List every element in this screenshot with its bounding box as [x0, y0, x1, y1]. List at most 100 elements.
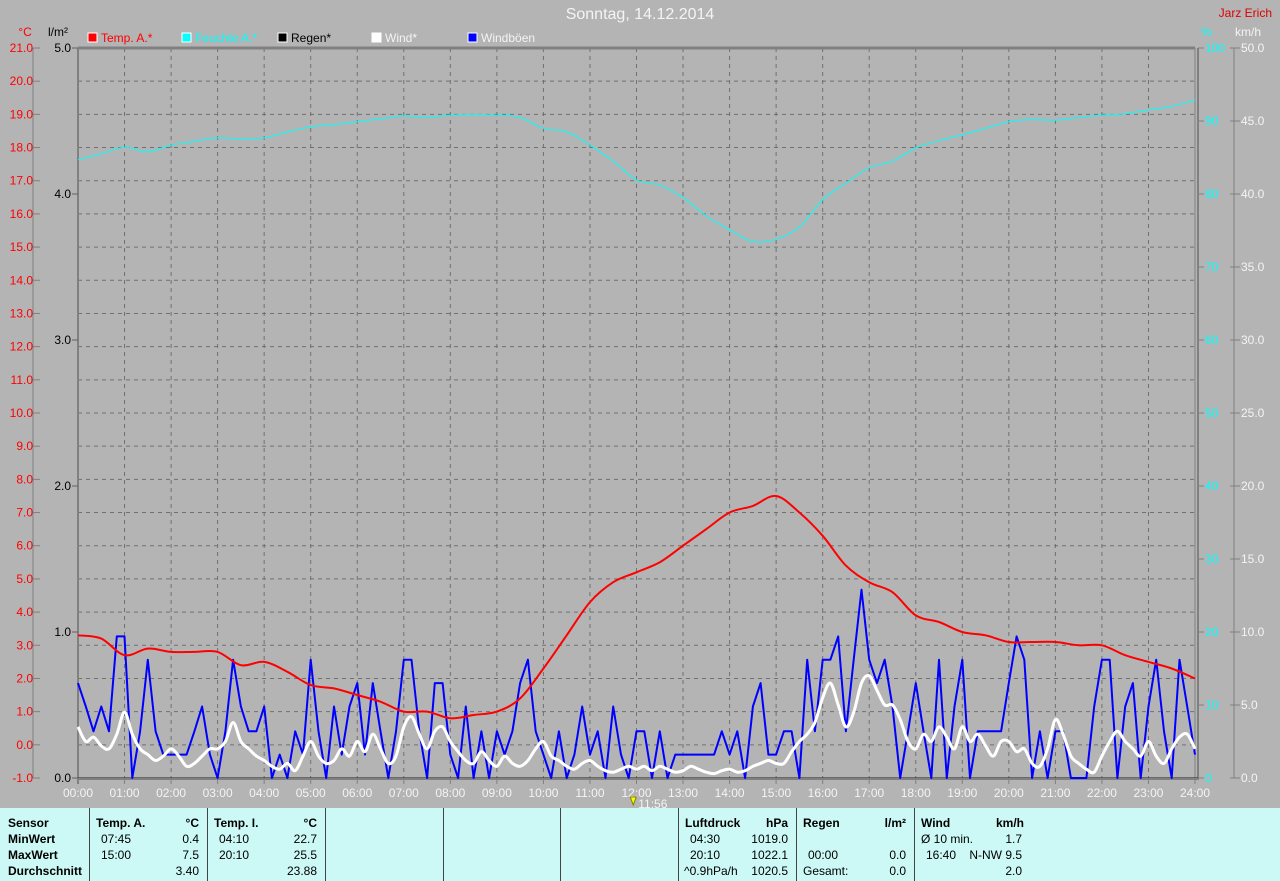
- max-value: 1022.1: [751, 848, 788, 862]
- x-tick-label: 00:00: [63, 786, 93, 800]
- humidity-tick-label: 50: [1205, 406, 1219, 420]
- rain-axis-unit: l/m²: [48, 25, 68, 39]
- legend-swatch: [467, 32, 478, 43]
- humidity-axis-unit: %: [1201, 25, 1212, 39]
- series-line-gust: [77, 588, 1196, 779]
- temp-tick-label: 1.0: [16, 705, 33, 719]
- rain-tick-label: 1.0: [54, 625, 71, 639]
- series-line-humidity: [77, 99, 1196, 243]
- weather-chart: 00:00 01:00 02:00 03:00 04:00 05:00 06:00 07:00…: [10, 25, 1265, 808]
- max-value: N-NW 9.5: [969, 848, 1022, 862]
- x-tick-label: 21:00: [1040, 786, 1070, 800]
- temp-tick-label: 8.0: [16, 472, 33, 486]
- grid: [78, 47, 1195, 779]
- header: Regen: [803, 816, 840, 830]
- temp-tick-label: 0.0: [16, 738, 33, 752]
- min-value: 0.4: [182, 832, 199, 846]
- mean-value: 2.0: [1005, 864, 1022, 878]
- header: Temp. I.: [214, 816, 259, 830]
- wind-tick-label: 30.0: [1241, 333, 1265, 347]
- temp-tick-label: 14.0: [10, 273, 34, 287]
- x-tick-label: 22:00: [1087, 786, 1117, 800]
- temp-tick-label: 9.0: [16, 439, 33, 453]
- total-label: Gesamt:: [803, 864, 849, 878]
- x-tick-label: 01:00: [110, 786, 140, 800]
- wind-tick-label: 25.0: [1241, 406, 1265, 420]
- wind-tick-label: 5.0: [1241, 698, 1258, 712]
- avg-value: 1020.5: [751, 864, 788, 878]
- x-tick-label: 06:00: [342, 786, 372, 800]
- x-tick-label: 15:00: [761, 786, 791, 800]
- total-value: 0.0: [889, 864, 906, 878]
- temp-tick-label: 6.0: [16, 539, 33, 553]
- humidity-tick-label: 90: [1205, 114, 1219, 128]
- station-owner: Jarz Erich: [1218, 6, 1272, 20]
- series-line-wind: [76, 674, 1197, 776]
- temp-tick-label: 7.0: [16, 506, 33, 520]
- label-sensor: Sensor: [8, 816, 49, 830]
- avg-value: 1.7: [1005, 832, 1022, 846]
- x-tick-label: 11:00: [575, 786, 604, 800]
- x-tick-label: 14:00: [715, 786, 745, 800]
- wind-tick-label: 35.0: [1241, 260, 1265, 274]
- temp-tick-label: 3.0: [16, 638, 33, 652]
- unit: hPa: [765, 816, 788, 830]
- min-value: 22.7: [293, 832, 317, 846]
- temp-tick-label: 20.0: [10, 74, 34, 88]
- rain-time: 00:00: [808, 848, 839, 862]
- stats-temp-a: Temp. A. °C 07:45 0.4 15:00 7.5 3.40: [89, 808, 207, 881]
- avg-value: 23.88: [286, 864, 317, 878]
- humidity-tick-label: 30: [1205, 552, 1219, 566]
- x-tick-label: 02:00: [156, 786, 186, 800]
- legend-swatch: [87, 32, 98, 43]
- unit: °C: [185, 816, 199, 830]
- humidity-tick-label: 0: [1205, 771, 1212, 785]
- wind-tick-label: 20.0: [1241, 479, 1265, 493]
- max-time: 20:10: [219, 848, 250, 862]
- legend-swatch: [277, 32, 288, 43]
- legend-swatch: [181, 32, 192, 43]
- min-time: 07:45: [101, 832, 132, 846]
- stats-pressure: Luftdruck hPa 04:30 1019.0 20:10 1022.1 ^0.…: [678, 808, 796, 881]
- series-line-temp: [77, 494, 1196, 720]
- wind-tick-label: 10.0: [1241, 625, 1265, 639]
- x-tick-label: 13:00: [668, 786, 698, 800]
- rain-tick-label: 4.0: [54, 187, 71, 201]
- humidity-tick-label: 60: [1205, 333, 1219, 347]
- stats-empty-3: [560, 808, 678, 881]
- header: Luftdruck: [685, 816, 741, 830]
- x-tick-label: 17:00: [854, 786, 884, 800]
- temp-tick-label: 2.0: [16, 671, 33, 685]
- avg-value: 3.40: [175, 864, 199, 878]
- legend-label: Feuchte A.*: [195, 31, 257, 45]
- temp-tick-label: 11.0: [11, 373, 34, 387]
- rain-tick-label: 2.0: [54, 479, 71, 493]
- max-time: 16:40: [926, 848, 957, 862]
- unit: l/m²: [884, 816, 906, 830]
- x-tick-label: 18:00: [901, 786, 931, 800]
- legend-label: Windböen: [481, 31, 535, 45]
- statistics-panel: Sensor MinWert MaxWert Durchschnitt Temp…: [0, 808, 1280, 881]
- x-tick-label: 16:00: [808, 786, 838, 800]
- humidity-tick-label: 10: [1205, 698, 1219, 712]
- max-value: 25.5: [293, 848, 317, 862]
- time-marker-label: 11:56: [638, 797, 667, 808]
- temp-axis-unit: °C: [18, 25, 32, 39]
- wind-tick-label: 15.0: [1241, 552, 1265, 566]
- humidity-tick-label: 20: [1205, 625, 1219, 639]
- x-tick-label: 10:00: [528, 786, 558, 800]
- unit: °C: [303, 816, 317, 830]
- temp-tick-label: 16.0: [10, 207, 34, 221]
- label-min: MinWert: [8, 832, 56, 846]
- wind-tick-label: 50.0: [1241, 41, 1265, 55]
- humidity-tick-label: 70: [1205, 260, 1219, 274]
- stats-wind: Wind km/h Ø 10 min. 1.7 16:40 N-NW 9.5 2.0: [914, 808, 1032, 881]
- temp-tick-label: 12.0: [10, 340, 34, 354]
- avg-label: Ø 10 min.: [921, 832, 974, 846]
- x-tick-label: 07:00: [389, 786, 419, 800]
- rain-tick-label: 5.0: [54, 41, 71, 55]
- max-time: 15:00: [101, 848, 132, 862]
- chart-title: Sonntag, 14.12.2014: [565, 6, 715, 23]
- humidity-tick-label: 100: [1205, 41, 1225, 55]
- legend-label: Regen*: [291, 31, 331, 45]
